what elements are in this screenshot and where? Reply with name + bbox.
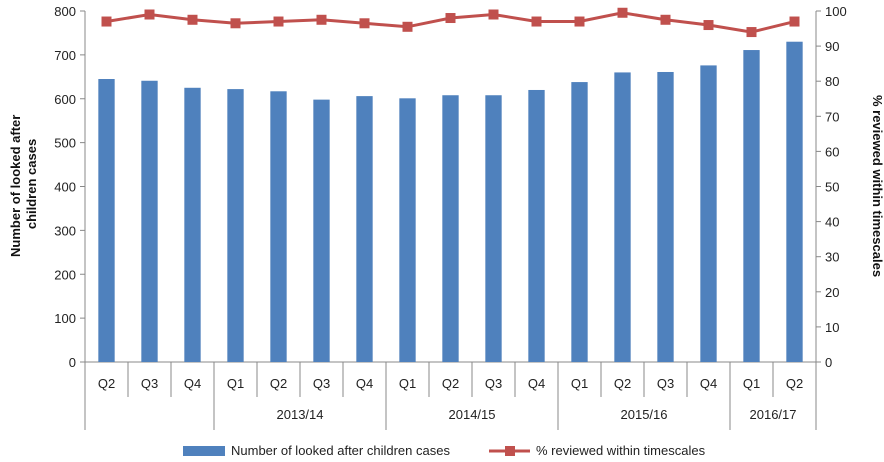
line-point bbox=[144, 9, 155, 20]
line-point bbox=[273, 16, 284, 27]
category-label: Q1 bbox=[399, 376, 416, 391]
bar bbox=[485, 95, 502, 363]
bar bbox=[141, 80, 158, 362]
line-point bbox=[445, 13, 456, 24]
bar bbox=[528, 89, 545, 362]
right-tick-label: 90 bbox=[825, 39, 839, 54]
category-label: Q3 bbox=[141, 376, 158, 391]
bar bbox=[399, 98, 416, 362]
bar bbox=[700, 65, 717, 362]
category-label: Q3 bbox=[485, 376, 502, 391]
category-label: Q3 bbox=[313, 376, 330, 391]
right-tick-label: 10 bbox=[825, 320, 839, 335]
left-tick-label: 200 bbox=[54, 267, 76, 282]
category-label: Q4 bbox=[184, 376, 201, 391]
left-tick-label: 300 bbox=[54, 223, 76, 238]
legend-label-bars: Number of looked after children cases bbox=[231, 443, 450, 458]
category-label: Q4 bbox=[528, 376, 545, 391]
line-point bbox=[574, 16, 585, 27]
line-point bbox=[660, 14, 671, 25]
legend-swatch-marker bbox=[505, 446, 515, 456]
right-tick-label: 50 bbox=[825, 180, 839, 195]
bar bbox=[184, 87, 201, 362]
bar bbox=[356, 96, 373, 363]
right-tick-label: 100 bbox=[825, 4, 847, 19]
y-axis-title-line-1: Number of looked after bbox=[8, 115, 23, 257]
left-tick-label: 400 bbox=[54, 180, 76, 195]
line-point bbox=[746, 27, 757, 38]
category-label: Q1 bbox=[743, 376, 760, 391]
category-label: Q1 bbox=[571, 376, 588, 391]
bar bbox=[571, 82, 588, 362]
group-label: 2014/15 bbox=[449, 407, 496, 422]
left-tick-label: 800 bbox=[54, 4, 76, 19]
legend: Number of looked after children cases % … bbox=[183, 443, 706, 458]
legend-swatch-bars bbox=[183, 446, 225, 456]
right-tick-label: 40 bbox=[825, 215, 839, 230]
category-label: Q1 bbox=[227, 376, 244, 391]
group-label: 2016/17 bbox=[750, 407, 797, 422]
bar bbox=[270, 91, 287, 362]
bar bbox=[786, 41, 803, 363]
bar bbox=[98, 79, 115, 362]
right-tick-label: 20 bbox=[825, 285, 839, 300]
y-axis-title-left: Number of looked after children cases bbox=[8, 111, 39, 257]
bar-series bbox=[98, 41, 803, 363]
bar bbox=[442, 95, 459, 363]
x-axis: Q2 Q3 Q4 Q1 Q2 Q3 Q4 Q1 Q2 Q3 Q4 Q1 Q2 Q3 Q4 Q1 Q2 2013/1… bbox=[84, 361, 817, 430]
line-point bbox=[488, 9, 499, 20]
bar bbox=[227, 89, 244, 362]
category-label: Q3 bbox=[657, 376, 674, 391]
line-point bbox=[316, 14, 327, 25]
bar bbox=[657, 71, 674, 362]
right-tick-label: 30 bbox=[825, 250, 839, 265]
y-axis-title-right: % reviewed within timescales bbox=[870, 95, 884, 277]
bar bbox=[313, 99, 330, 362]
line-point bbox=[359, 18, 370, 29]
category-label: Q4 bbox=[356, 376, 373, 391]
left-tick-label: 100 bbox=[54, 311, 76, 326]
line-point bbox=[187, 14, 198, 25]
category-label: Q2 bbox=[270, 376, 287, 391]
category-label: Q4 bbox=[700, 376, 717, 391]
bar bbox=[614, 72, 631, 363]
y-axis-title-line-2: children cases bbox=[24, 139, 39, 229]
line-point bbox=[230, 18, 241, 29]
category-label: Q2 bbox=[442, 376, 459, 391]
right-tick-label: 60 bbox=[825, 144, 839, 159]
left-tick-label: 0 bbox=[69, 355, 76, 370]
right-tick-label: 80 bbox=[825, 74, 839, 89]
left-tick-label: 500 bbox=[54, 136, 76, 151]
category-label: Q2 bbox=[786, 376, 803, 391]
line-point bbox=[531, 16, 542, 27]
line-point bbox=[789, 16, 800, 27]
group-label: 2015/16 bbox=[621, 407, 668, 422]
right-tick-label: 0 bbox=[825, 355, 832, 370]
category-label: Q2 bbox=[614, 376, 631, 391]
bar bbox=[743, 50, 760, 363]
y-axis-left: 0 100 200 300 400 500 600 700 800 bbox=[54, 4, 85, 370]
left-tick-label: 700 bbox=[54, 48, 76, 63]
line-series bbox=[101, 7, 800, 38]
category-label: Q2 bbox=[98, 376, 115, 391]
y-axis-right: 0 10 20 30 40 50 60 70 80 90 100 bbox=[816, 4, 847, 370]
left-tick-label: 600 bbox=[54, 92, 76, 107]
legend-label-line: % reviewed within timescales bbox=[536, 443, 706, 458]
right-tick-label: 70 bbox=[825, 109, 839, 124]
line-point bbox=[101, 16, 112, 27]
line-point bbox=[402, 21, 413, 32]
line-point bbox=[617, 7, 628, 18]
line-point bbox=[703, 20, 714, 31]
group-label: 2013/14 bbox=[277, 407, 324, 422]
